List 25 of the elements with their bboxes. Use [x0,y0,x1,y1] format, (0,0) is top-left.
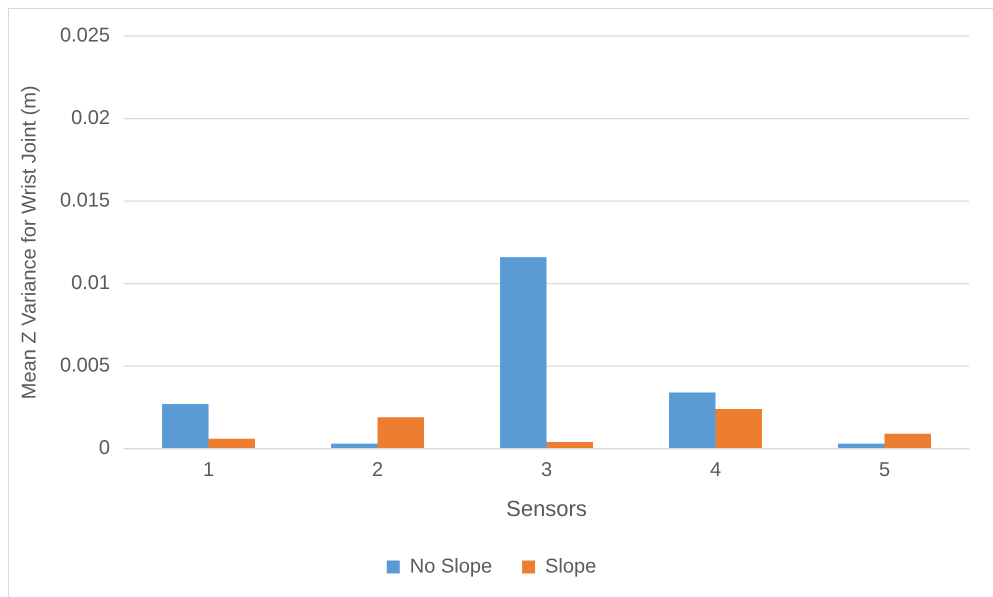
x-tick-label: 3 [540,459,552,482]
bar [716,408,762,448]
bar [884,434,931,448]
bar [546,442,593,448]
x-tick-label: 4 [710,459,722,482]
y-tick-label: 0.02 [71,107,110,130]
y-tick-label: 0 [98,437,110,460]
legend-label: No Slope [410,556,492,578]
bar [669,392,716,448]
y-tick-label: 0.015 [60,190,110,212]
y-tick-label: 0.025 [60,24,110,47]
bar [208,438,256,448]
bar [162,404,209,448]
bar [838,444,885,448]
legend-label: Slope [545,556,596,578]
x-tick-label: 2 [372,459,384,482]
x-axis-title: Sensors [506,496,587,521]
bar [378,417,424,448]
x-tick-label: 1 [202,459,214,482]
bar [500,257,547,448]
y-tick-label: 0.01 [71,272,110,294]
y-axis-title: Mean Z Variance for Wrist Joint (m) [18,85,41,400]
x-tick-label: 5 [878,459,890,482]
bar [331,444,378,448]
y-tick-label: 0.005 [60,354,110,377]
